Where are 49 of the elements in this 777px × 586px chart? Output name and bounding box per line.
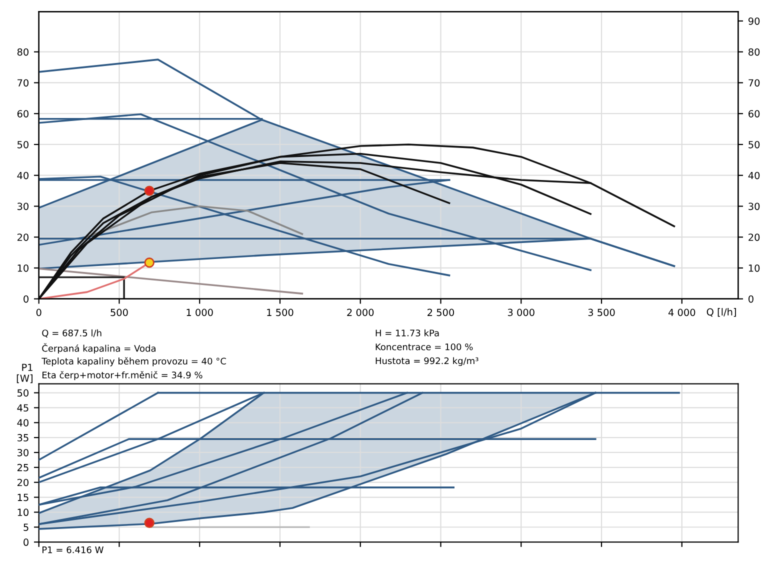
text: Teplota kapaliny během provozu = 40 °C <box>42 357 226 366</box>
text: Hustota = 992.2 kg/m³ <box>376 357 478 366</box>
text: Čerpaná kapalina = Voda <box>42 343 156 354</box>
y-tick-label: 35 <box>18 434 28 442</box>
x-tick-label: 3 500 <box>588 308 615 316</box>
y-tick-label: 20 <box>17 234 28 241</box>
text: Eta čerp+motor+fr.měnič = 34.9 % <box>42 371 202 380</box>
y-tick-label: 0 <box>24 295 28 303</box>
text: H = 11.73 kPa <box>376 329 439 336</box>
x-tick-label: 1 500 <box>267 308 294 316</box>
y-tick-label: 0 <box>24 538 28 546</box>
text: Koncentrace = 100 % <box>376 343 473 350</box>
x-tick-label: 2 000 <box>347 308 374 316</box>
y-tick-label: 70 <box>18 79 28 87</box>
y-tick-label: 15 <box>18 494 28 502</box>
y2-tick-label: 30 <box>748 202 760 210</box>
y-tick-label: 45 <box>17 404 28 412</box>
x-tick-label: 4 000 <box>668 308 696 316</box>
y2-tick-label: 20 <box>748 234 760 241</box>
text: Q = 687.5 l/h <box>42 329 102 338</box>
y-tick-label: 20 <box>17 478 28 486</box>
text: P1 = 6.416 W <box>42 546 104 554</box>
y-tick-label: 50 <box>18 389 28 397</box>
y-axis-title: P1 [W] <box>16 364 32 384</box>
y2-tick-label: 90 <box>748 17 760 25</box>
y-tick-label: 10 <box>18 508 28 516</box>
y-tick-label: 25 <box>17 464 28 472</box>
x-tick-label: 2 500 <box>428 308 454 316</box>
x-axis-title: Q [l/h] <box>706 308 736 317</box>
y2-tick-label: 0 <box>748 295 754 303</box>
y2-tick-label: 80 <box>748 48 760 56</box>
y2-tick-label: 70 <box>748 79 760 87</box>
y-tick-label: 40 <box>17 419 28 426</box>
y-tick-label: 5 <box>24 524 28 531</box>
y2-tick-label: 40 <box>748 172 760 180</box>
x-tick-label: 500 <box>110 308 128 316</box>
y2-tick-label: 60 <box>748 110 760 118</box>
y2-tick-label: 50 <box>748 140 760 148</box>
y-tick-label: 10 <box>18 264 28 272</box>
x-tick-label: 1 000 <box>186 308 213 316</box>
x-tick-label: 0 <box>36 308 42 316</box>
y-tick-label: 60 <box>17 110 28 118</box>
x-tick-label: 3 000 <box>508 308 534 316</box>
y-tick-label: 40 <box>17 172 28 180</box>
y-tick-label: 30 <box>18 202 28 210</box>
y2-tick-label: 10 <box>748 264 760 272</box>
y-tick-label: 50 <box>18 140 28 148</box>
y-tick-label: 80 <box>17 48 28 56</box>
y-tick-label: 30 <box>18 448 28 456</box>
